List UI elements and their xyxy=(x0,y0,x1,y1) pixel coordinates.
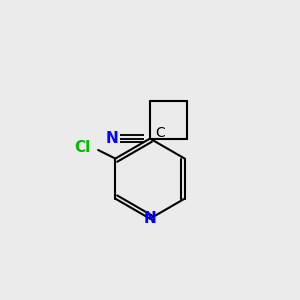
Text: C: C xyxy=(155,126,165,140)
Text: N: N xyxy=(144,211,156,226)
Text: Cl: Cl xyxy=(75,140,91,154)
Text: N: N xyxy=(105,131,118,146)
